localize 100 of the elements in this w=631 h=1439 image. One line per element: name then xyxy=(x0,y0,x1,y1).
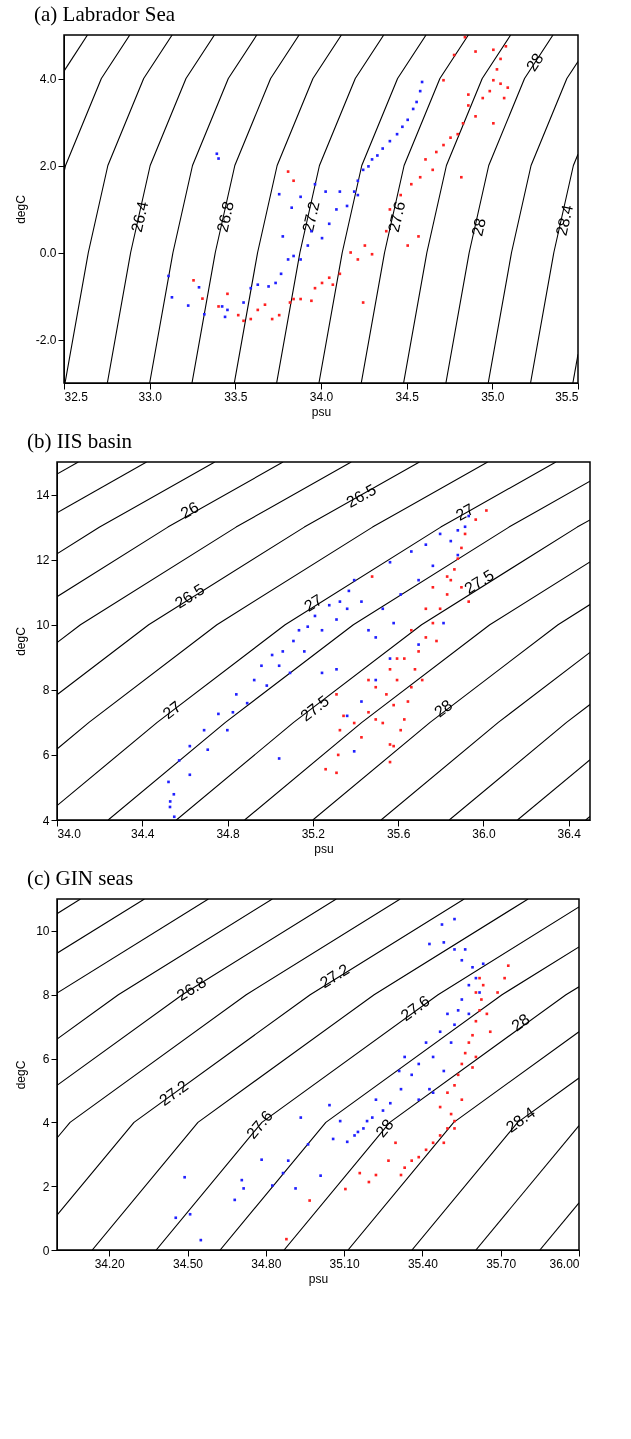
point xyxy=(410,1159,414,1162)
point xyxy=(335,771,338,775)
chart-title: (b) IIS basin xyxy=(27,429,133,453)
x-tick-label: 35.40 xyxy=(407,1256,439,1271)
x-tick-label: 34.0 xyxy=(309,389,334,404)
point xyxy=(286,1159,290,1162)
point xyxy=(174,1216,178,1220)
annotation: 27 xyxy=(159,697,185,723)
x-tick-label: 34.4 xyxy=(131,826,155,841)
x-tick-label: 35.10 xyxy=(329,1256,360,1271)
x-tick-label: 33.0 xyxy=(138,389,163,404)
y-tick-label: 4 xyxy=(42,813,50,828)
point xyxy=(370,1116,374,1119)
x-tick-label: 36.4 xyxy=(557,826,582,841)
y-tick-label: 6 xyxy=(42,1052,50,1067)
point xyxy=(335,693,338,696)
point xyxy=(260,1158,263,1162)
x-tick-label: 35.6 xyxy=(386,826,411,841)
point xyxy=(183,1175,186,1179)
annotation: 27.2 xyxy=(316,960,353,992)
point xyxy=(478,991,481,994)
x-tick-label: 36.00 xyxy=(549,1256,580,1271)
point xyxy=(460,958,464,962)
x-tick-label: 32.5 xyxy=(64,389,89,404)
chart-title: (a) Labrador Sea xyxy=(34,2,176,26)
y-tick-label: 4 xyxy=(42,1115,50,1130)
point xyxy=(463,948,467,951)
annotation: 28 xyxy=(508,1010,533,1035)
point xyxy=(410,685,413,689)
point xyxy=(453,1084,456,1087)
annotation: 28.4 xyxy=(552,203,577,238)
annotation: 26.4 xyxy=(127,199,152,234)
annotation: 27.6 xyxy=(384,199,409,234)
x-tick-label: 34.20 xyxy=(94,1256,126,1271)
annotation: 28 xyxy=(522,49,547,75)
point xyxy=(319,1174,322,1177)
point xyxy=(488,1030,492,1034)
x-tick-label: 34.8 xyxy=(216,826,241,841)
y-tick-label: 10 xyxy=(36,618,50,633)
point xyxy=(442,941,446,944)
y-tick-label: 4.0 xyxy=(39,72,57,86)
point xyxy=(271,1184,274,1187)
x-tick-label: 36.0 xyxy=(472,826,496,841)
annotation: 27.2 xyxy=(156,1076,192,1109)
point xyxy=(374,685,378,689)
point xyxy=(353,1134,356,1137)
point xyxy=(496,991,499,994)
point xyxy=(460,1098,464,1102)
point xyxy=(388,1101,392,1105)
point xyxy=(402,718,406,721)
x-tick-label: 34.0 xyxy=(57,826,82,841)
annotation: 28 xyxy=(372,1115,397,1141)
y-axis-title: degC xyxy=(13,194,28,224)
annotation: 27.6 xyxy=(397,991,433,1025)
point xyxy=(394,1141,397,1145)
annotation: 26.8 xyxy=(213,199,237,234)
y-tick-label: 2.0 xyxy=(39,159,57,173)
annotation: 27 xyxy=(452,500,477,524)
y-tick-label: -2.0 xyxy=(35,333,57,347)
point xyxy=(367,710,370,714)
x-axis-title: psu xyxy=(311,404,332,419)
point xyxy=(453,568,456,571)
point xyxy=(417,1098,421,1102)
chart-title: (c) GIN seas xyxy=(27,866,134,890)
y-tick-label: 2 xyxy=(42,1179,50,1194)
point xyxy=(453,948,456,951)
y-tick-label: 6 xyxy=(42,748,50,763)
point xyxy=(471,1033,474,1037)
annotation: 26.5 xyxy=(343,480,380,511)
point xyxy=(410,1073,414,1077)
y-axis-title: degC xyxy=(14,626,29,656)
x-tick-label: 34.80 xyxy=(251,1256,282,1271)
point xyxy=(471,965,474,969)
point xyxy=(446,1091,449,1095)
point xyxy=(294,1187,297,1190)
point xyxy=(299,1116,303,1119)
annotation: 28 xyxy=(468,216,489,238)
point xyxy=(474,518,478,521)
y-tick-label: 10 xyxy=(36,924,50,939)
point xyxy=(485,509,488,512)
x-tick-label: 35.2 xyxy=(301,826,326,841)
point xyxy=(467,600,471,603)
x-tick-label: 35.5 xyxy=(555,389,579,404)
point xyxy=(453,1023,456,1027)
x-tick-label: 34.5 xyxy=(395,389,420,404)
x-tick-label: 35.0 xyxy=(481,389,505,404)
annotation: 26.8 xyxy=(173,973,210,1004)
x-tick-label: 33.5 xyxy=(224,389,248,404)
annotation: 27.2 xyxy=(299,199,323,234)
point xyxy=(403,1166,406,1169)
annotation: 26 xyxy=(177,498,202,522)
annotation: 28 xyxy=(431,696,456,721)
point xyxy=(453,1127,456,1130)
point xyxy=(481,962,485,966)
point xyxy=(308,1199,311,1202)
point xyxy=(362,1127,365,1130)
point xyxy=(374,718,378,721)
y-axis-title: degC xyxy=(14,1060,29,1090)
point xyxy=(460,585,463,589)
point xyxy=(242,1187,245,1190)
